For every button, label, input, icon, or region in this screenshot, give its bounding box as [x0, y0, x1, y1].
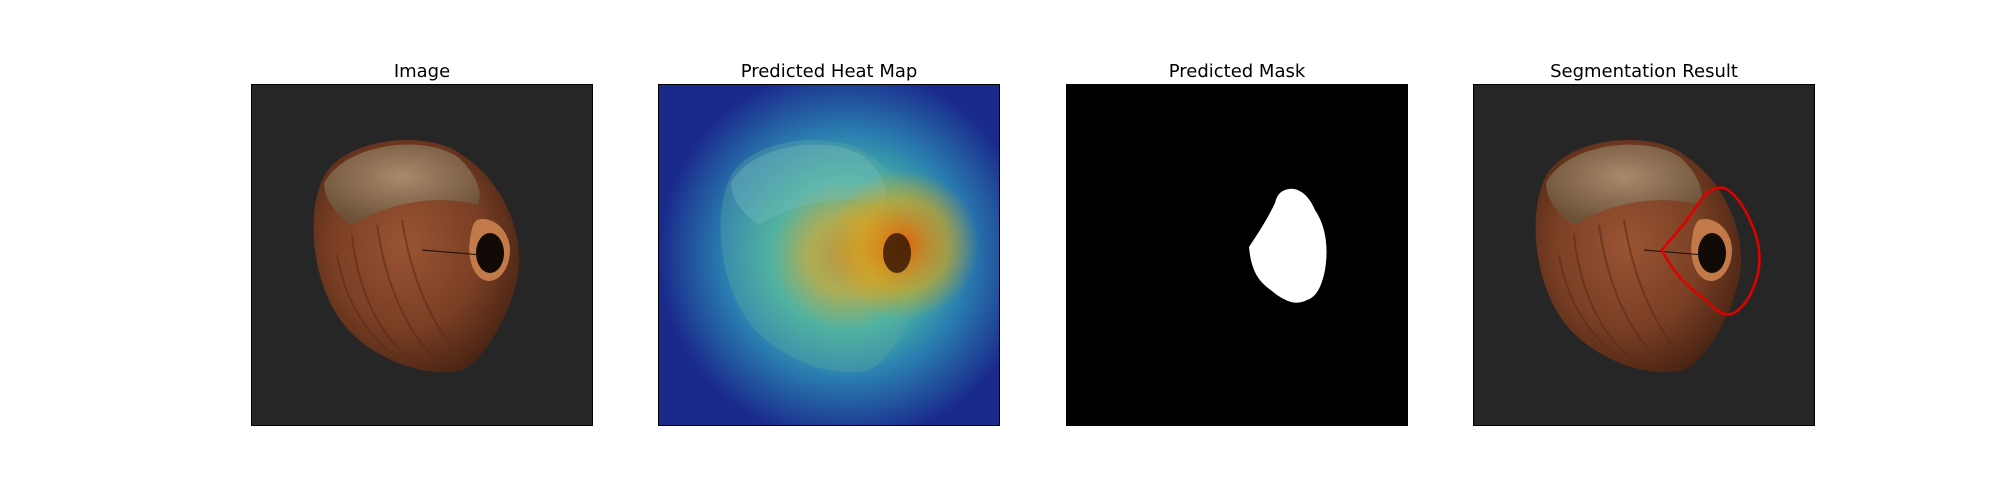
segmentation-frame — [1473, 84, 1815, 426]
heat-map-image — [659, 85, 999, 425]
panel-mask: Predicted Mask — [1066, 60, 1408, 426]
panel-image: Image — [251, 60, 593, 426]
mask-frame — [1066, 84, 1408, 426]
segmentation-contour — [1660, 186, 1761, 316]
mask-region — [1249, 188, 1327, 303]
panel-heat-map: Predicted Heat Map — [658, 60, 1000, 426]
hazelnut-image — [252, 85, 592, 425]
heat-map-frame — [658, 84, 1000, 426]
segmentation-image — [1474, 85, 1814, 425]
image-frame — [251, 84, 593, 426]
panel-title: Segmentation Result — [1550, 61, 1738, 82]
mask-image — [1067, 85, 1407, 425]
panel-title: Predicted Mask — [1168, 61, 1306, 82]
panel-segmentation: Segmentation Result — [1473, 60, 1815, 426]
panel-title: Predicted Heat Map — [740, 61, 918, 82]
panel-title: Image — [393, 61, 451, 82]
